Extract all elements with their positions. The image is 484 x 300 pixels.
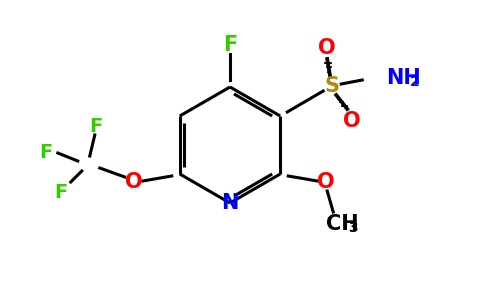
Text: 2: 2 [410, 75, 420, 89]
Text: F: F [39, 142, 52, 161]
Text: 3: 3 [348, 221, 358, 235]
Text: O: O [125, 172, 143, 192]
Text: S: S [325, 76, 340, 96]
Text: O: O [344, 111, 361, 131]
Text: CH: CH [326, 214, 359, 234]
Text: O: O [318, 38, 336, 58]
Text: F: F [54, 182, 67, 202]
Text: NH: NH [386, 68, 421, 88]
Text: O: O [318, 172, 335, 192]
Text: F: F [89, 116, 103, 136]
Text: F: F [223, 35, 237, 55]
Text: N: N [221, 193, 239, 213]
